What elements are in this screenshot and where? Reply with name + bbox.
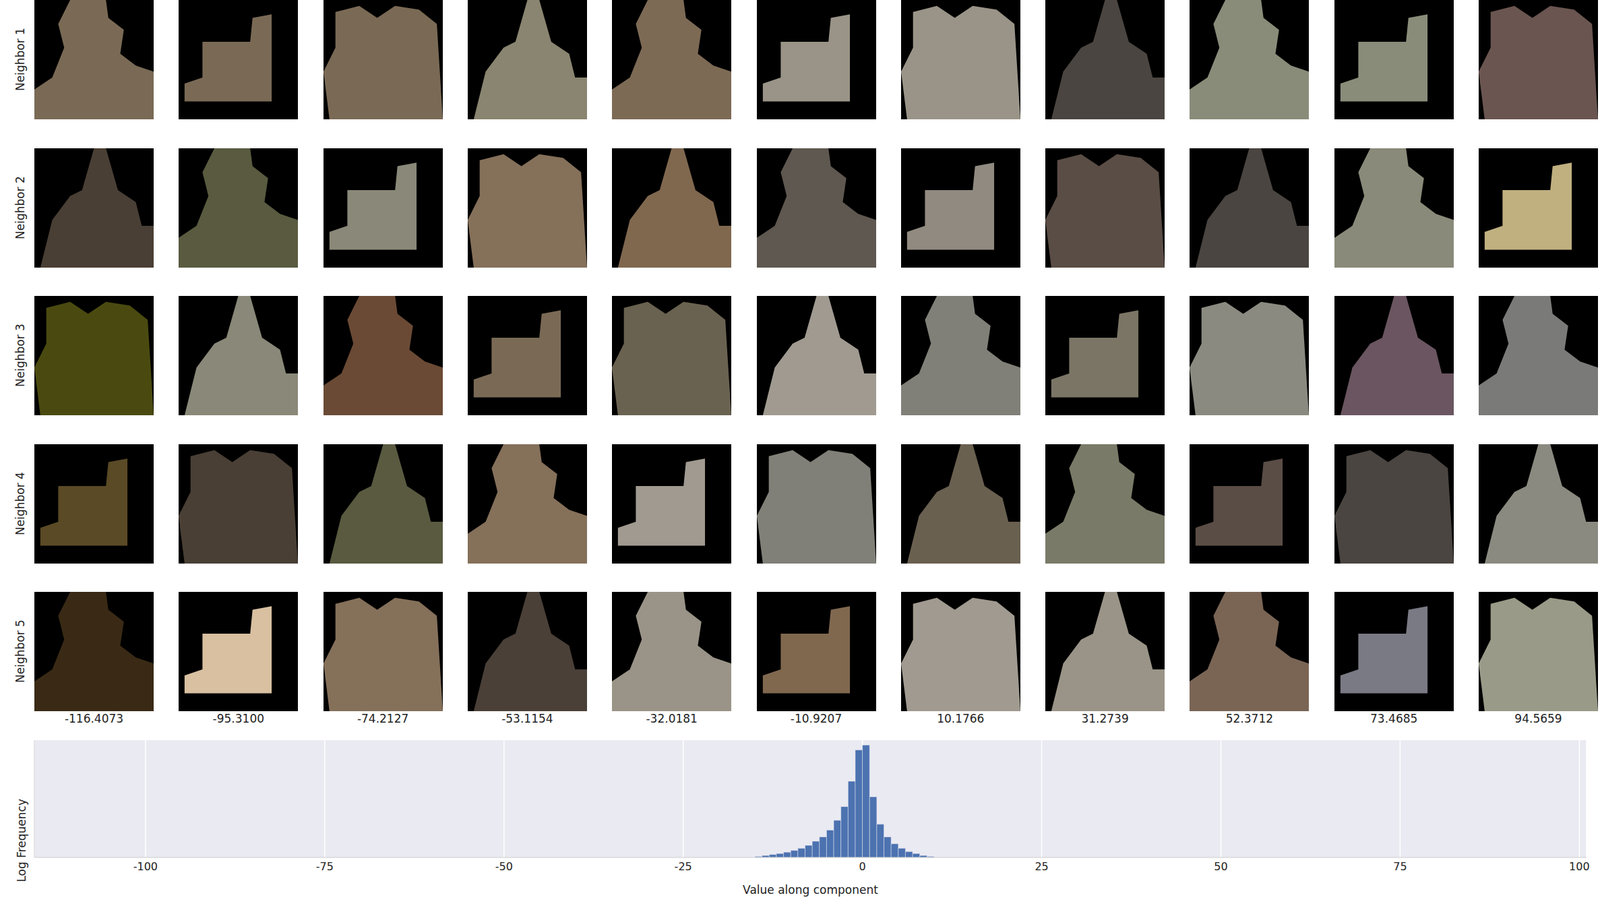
html-text:Neighbor 2: Neighbor 2 bbox=[13, 175, 27, 239]
svg-text:-50: -50 bbox=[495, 859, 513, 873]
html-text:10.1766: 10.1766 bbox=[936, 711, 985, 726]
html-text:52.3712: 52.3712 bbox=[1225, 711, 1274, 726]
svg-text:0: 0 bbox=[859, 859, 867, 873]
svg-text:Value along component: Value along component bbox=[742, 882, 879, 897]
svg-text:100: 100 bbox=[1568, 859, 1590, 873]
html-text:-10.9207: -10.9207 bbox=[790, 711, 842, 726]
html-text:-95.3100: -95.3100 bbox=[212, 711, 265, 726]
svg-text:-75: -75 bbox=[316, 859, 334, 873]
html-text:Neighbor 5: Neighbor 5 bbox=[13, 619, 27, 683]
html-text:94.5659: 94.5659 bbox=[1514, 711, 1563, 726]
html-text:-53.1154: -53.1154 bbox=[501, 711, 554, 726]
html-text:31.2739: 31.2739 bbox=[1081, 711, 1129, 726]
svg-text:25: 25 bbox=[1034, 859, 1049, 873]
svg-text:-100: -100 bbox=[133, 859, 158, 873]
html-text:-32.0181: -32.0181 bbox=[645, 711, 698, 726]
html-text:-74.2127: -74.2127 bbox=[357, 711, 409, 726]
html-text:Neighbor 3: Neighbor 3 bbox=[13, 323, 27, 387]
html-text:-116.4073: -116.4073 bbox=[64, 711, 124, 726]
html-text:73.4685: 73.4685 bbox=[1370, 711, 1418, 726]
svg-text:50: 50 bbox=[1213, 859, 1228, 873]
html-text:Neighbor 1: Neighbor 1 bbox=[13, 27, 27, 91]
svg-text:-25: -25 bbox=[674, 859, 693, 873]
svg-text:Log Frequency: Log Frequency bbox=[14, 798, 29, 883]
html-text:Neighbor 4: Neighbor 4 bbox=[13, 471, 27, 535]
svg-text:75: 75 bbox=[1393, 859, 1407, 873]
